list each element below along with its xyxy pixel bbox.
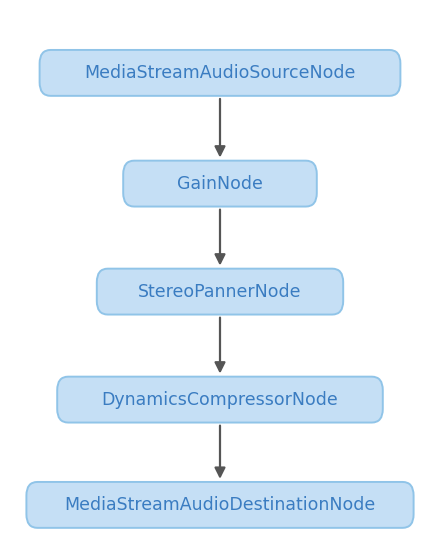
FancyBboxPatch shape — [40, 50, 400, 96]
Text: GainNode: GainNode — [177, 174, 263, 193]
Text: MediaStreamAudioDestinationNode: MediaStreamAudioDestinationNode — [64, 496, 376, 514]
FancyBboxPatch shape — [57, 377, 383, 422]
FancyBboxPatch shape — [26, 482, 414, 528]
FancyBboxPatch shape — [97, 268, 343, 314]
Text: MediaStreamAudioSourceNode: MediaStreamAudioSourceNode — [84, 64, 356, 82]
FancyBboxPatch shape — [123, 160, 317, 206]
Text: DynamicsCompressorNode: DynamicsCompressorNode — [102, 390, 338, 409]
Text: StereoPannerNode: StereoPannerNode — [138, 282, 302, 301]
